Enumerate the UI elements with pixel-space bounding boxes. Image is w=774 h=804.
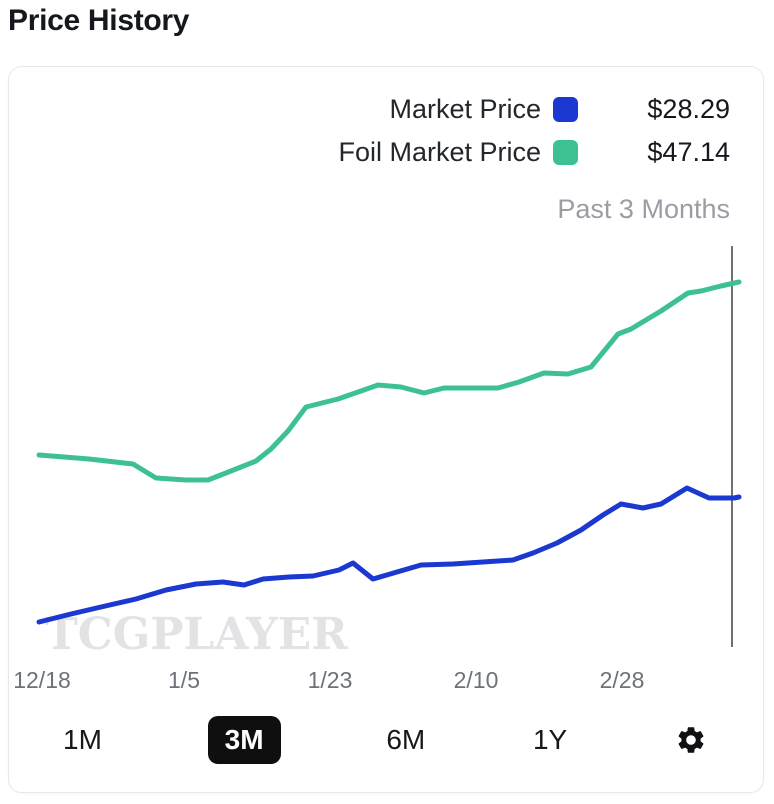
legend-item-market-price: Market Price $28.29 — [389, 93, 730, 125]
x-tick-label: 1/23 — [307, 667, 353, 693]
gear-icon — [678, 727, 704, 753]
market-price-line — [36, 485, 742, 625]
range-button-1m[interactable]: 1M — [61, 716, 104, 764]
x-tick-label: 1/5 — [168, 667, 200, 693]
foil-market-price-swatch — [553, 139, 578, 165]
price-history-panel: Market Price $28.29 Foil Market Price $4… — [8, 66, 764, 793]
x-tick-label: 12/18 — [13, 667, 71, 693]
legend: Market Price $28.29 Foil Market Price $4… — [338, 93, 730, 226]
range-button-1y[interactable]: 1Y — [531, 716, 569, 764]
time-range-selector: 1M 3M 6M 1Y — [9, 712, 763, 768]
market-price-value: $28.29 — [647, 93, 730, 124]
market-price-swatch — [553, 96, 578, 122]
x-tick-label: 2/10 — [453, 667, 499, 693]
settings-button[interactable] — [673, 722, 709, 758]
legend-label: Foil Market Price — [338, 136, 541, 167]
range-button-3m[interactable]: 3M — [207, 716, 281, 764]
foil-market-price-value: $47.14 — [647, 136, 730, 167]
price-chart-svg — [36, 246, 742, 647]
tcgplayer-watermark: TCGPLAYER — [45, 609, 348, 660]
x-axis: 12/18 1/5 1/23 2/10 2/28 — [11, 667, 763, 697]
page-title: Price History — [8, 4, 190, 37]
legend-label: Market Price — [389, 93, 541, 124]
legend-item-foil-market-price: Foil Market Price $47.14 — [338, 136, 730, 168]
range-button-6m[interactable]: 6M — [384, 716, 427, 764]
price-chart-plot[interactable]: TCGPLAYER — [11, 239, 763, 660]
foil-market-price-line — [36, 279, 742, 483]
period-label: Past 3 Months — [557, 194, 730, 224]
x-tick-label: 2/28 — [599, 667, 645, 693]
